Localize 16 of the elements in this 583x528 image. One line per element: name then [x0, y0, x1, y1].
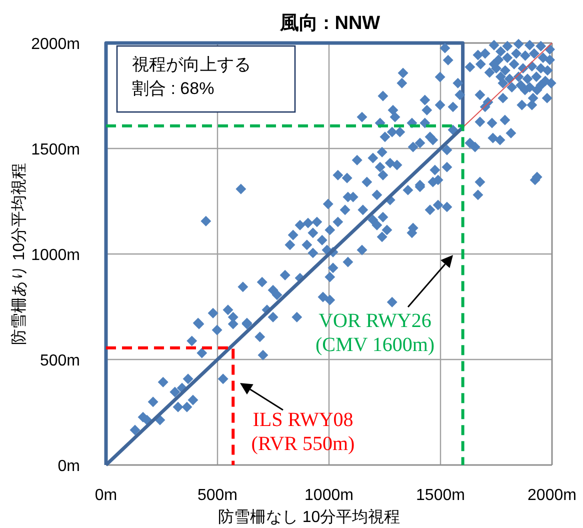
y-tick-label: 2000m	[31, 36, 80, 53]
y-tick-label: 1000m	[31, 247, 80, 264]
x-tick-label: 500m	[197, 487, 238, 504]
annotation: ILS RWY08 (RVR 550m)	[251, 409, 355, 455]
x-tick-label: 1500m	[416, 487, 465, 504]
x-tick-label: 2000m	[528, 487, 576, 504]
y-tick-label: 500m	[40, 352, 80, 370]
x-tick-label: 1000m	[304, 487, 354, 504]
y-tick-label: 0m	[58, 458, 80, 475]
y-axis-title: 防雪柵あり 10分平均視程	[10, 162, 28, 346]
chart-title: 風向 : NNW	[278, 13, 380, 34]
y-tick-label: 1500m	[31, 142, 80, 158]
annotation: 視程が向上する割合 : 68%	[132, 55, 251, 98]
annotation: VOR RWY26 (CMV 1600m)	[315, 310, 435, 356]
x-axis-title: 防雪柵なし 10分平均視程	[218, 508, 400, 526]
x-tick-label: 0m	[94, 487, 118, 504]
